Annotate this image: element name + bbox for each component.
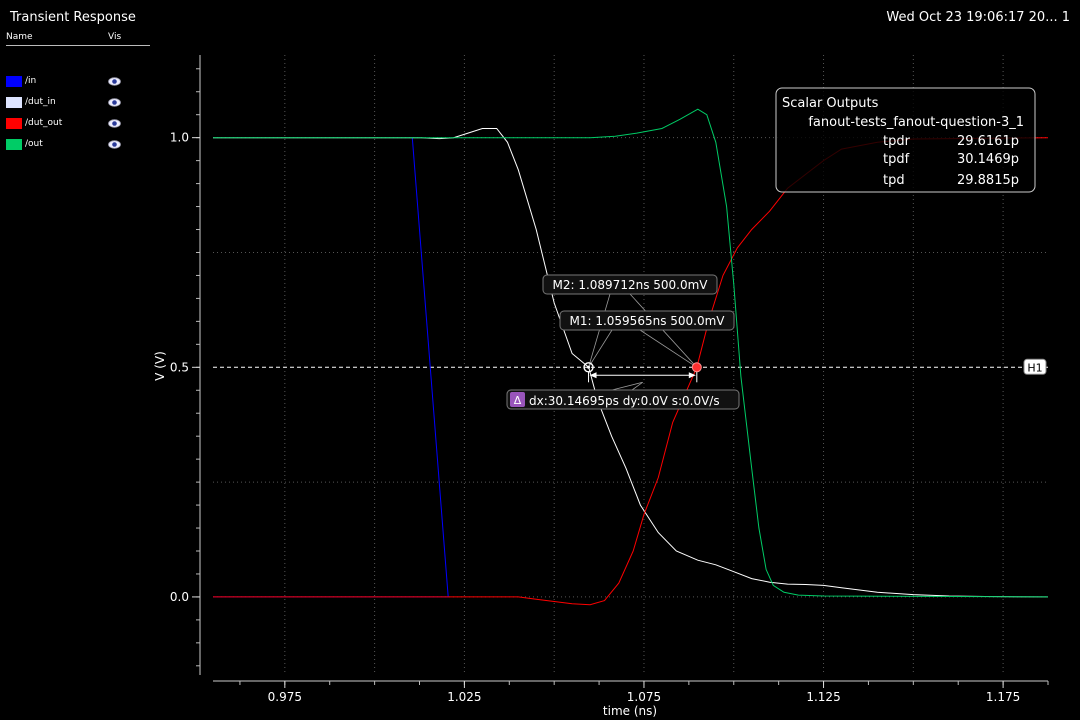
legend-item-dut-out[interactable]: /dut_out <box>6 116 121 130</box>
scalar-test-name: fanout-tests_fanout-question-3_1 <box>808 115 1024 130</box>
m2-callout-box <box>542 274 718 295</box>
m2-leader <box>588 293 611 368</box>
x-tick-label: 1.075 <box>627 690 661 704</box>
delta-arrow-left <box>589 372 597 379</box>
legend-swatch-dut-out <box>6 117 22 129</box>
markers[interactable]: M2: 1.089712ns 500.0mV M1: 1.059565ns 50… <box>506 274 740 410</box>
scalar-outputs-panel: Scalar Outputs fanout-tests_fanout-quest… <box>775 87 1036 193</box>
m2-leader <box>629 293 698 368</box>
legend-item-dut-in[interactable]: /dut_in <box>6 95 121 109</box>
delta-leader <box>611 381 643 391</box>
m1-callout-box <box>559 310 735 331</box>
delta-icon-glyph: Δ <box>514 394 522 407</box>
eye-icon[interactable] <box>108 139 121 149</box>
x-tick-label: 0.975 <box>268 690 302 704</box>
scalar-outputs-title: Scalar Outputs <box>782 96 879 111</box>
legend-label: /dut_out <box>25 118 63 128</box>
x-ticks: 0.975 1.025 1.075 1.125 1.175 <box>239 681 1049 704</box>
x-tick-label: 1.175 <box>986 690 1020 704</box>
scalar-value-tpd: 29.8815p <box>957 173 1019 188</box>
scalar-outputs-box <box>775 87 1036 193</box>
scalar-name-tpdf: tpdf <box>883 152 910 167</box>
x-tick-label: 1.025 <box>447 690 481 704</box>
legend-swatch-out <box>6 138 22 150</box>
timestamp: Wed Oct 23 19:06:17 20... 1 <box>886 10 1070 25</box>
window-title: Transient Response <box>10 10 136 25</box>
series-line-out <box>213 108 1049 598</box>
m2-marker[interactable] <box>691 362 702 373</box>
legend-panel: Name Vis /in /dut_in /dut_out /out <box>6 32 150 150</box>
y-tick-label: 0.0 <box>170 590 189 604</box>
h1-tag[interactable] <box>1023 358 1047 375</box>
eye-icon[interactable] <box>108 97 121 107</box>
delta-arrow-right <box>688 372 696 379</box>
legend-label: /out <box>25 139 43 149</box>
delta-leader <box>631 381 643 391</box>
axes: 0.0 0.5 1.0 0.975 1.025 1.075 1.125 1.175 V (V… <box>153 55 1049 718</box>
m1-callout-text: M1: 1.059565ns 500.0mV <box>569 314 725 328</box>
legend-label: /in <box>25 76 37 86</box>
m1-leader <box>588 329 613 368</box>
scalar-value-tpdf: 30.1469p <box>957 152 1019 167</box>
y-axis-label: V (V) <box>153 351 167 381</box>
m1-leader <box>639 329 698 368</box>
legend-swatch-in <box>6 75 22 87</box>
legend-swatch-dut-in <box>6 96 22 108</box>
series-line-dut-in <box>213 128 1049 598</box>
legend-col-name: Name <box>6 32 33 42</box>
y-tick-label: 1.0 <box>170 131 189 145</box>
eye-icon[interactable] <box>108 76 121 86</box>
scalar-value-tpdr: 29.6161p <box>957 134 1019 149</box>
legend-header: Name Vis <box>6 32 150 46</box>
m2-callout[interactable]: M2: 1.089712ns 500.0mV <box>542 274 718 295</box>
x-tick-label: 1.125 <box>806 690 840 704</box>
eye-icon[interactable] <box>108 118 121 128</box>
y-ticks: 0.0 0.5 1.0 <box>170 68 200 667</box>
m1-marker[interactable] <box>583 362 594 373</box>
delta-callout-box <box>506 389 740 410</box>
h1-label: H1 <box>1027 361 1042 374</box>
m1-marker-center <box>587 365 591 369</box>
m2-callout-text: M2: 1.089712ns 500.0mV <box>552 278 708 292</box>
scalar-name-tpd: tpd <box>883 173 905 188</box>
legend-item-out[interactable]: /out <box>6 137 121 151</box>
h1-cursor[interactable]: H1 <box>213 358 1048 375</box>
series-line-dut-out <box>213 137 1049 606</box>
x-axis-label: time (ns) <box>603 704 657 718</box>
delta-callout[interactable]: Δ dx:30.14695ps dy:0.0V s:0.0V/s <box>506 389 740 410</box>
delta-icon <box>510 392 525 407</box>
scalar-name-tpdr: tpdr <box>883 134 911 149</box>
legend-col-vis: Vis <box>108 32 122 42</box>
y-tick-label: 0.5 <box>170 360 189 374</box>
delta-callout-text: dx:30.14695ps dy:0.0V s:0.0V/s <box>529 394 720 408</box>
legend-item-in[interactable]: /in <box>6 74 121 88</box>
legend-label: /dut_in <box>25 97 56 107</box>
m1-callout[interactable]: M1: 1.059565ns 500.0mV <box>559 310 735 331</box>
